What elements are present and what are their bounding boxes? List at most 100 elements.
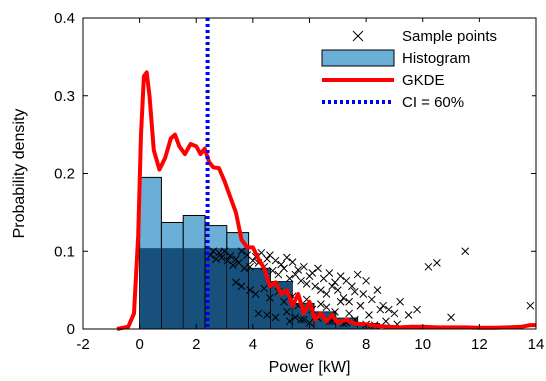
sample-point	[325, 269, 334, 277]
sample-point	[348, 282, 356, 291]
histogram-dense-fill	[249, 268, 270, 329]
legend-item-histogram: Histogram	[321, 49, 470, 67]
sample-point	[350, 287, 359, 296]
sample-point	[404, 311, 413, 319]
legend-x-mark	[352, 30, 364, 42]
legend-label-histogram: Histogram	[402, 50, 470, 67]
sample-point	[226, 252, 235, 260]
y-tick-label: 0.2	[54, 166, 75, 183]
sample-point	[526, 301, 535, 310]
sample-point	[384, 305, 393, 314]
y-tick-label: 0.3	[54, 88, 75, 105]
sample-point	[297, 276, 305, 285]
sample-point	[461, 247, 470, 256]
sample-point	[299, 262, 308, 271]
sample-point	[274, 270, 283, 279]
sample-point	[353, 270, 362, 279]
sample-point	[288, 258, 297, 266]
sample-point	[285, 317, 294, 326]
x-tick-label: 4	[249, 336, 257, 353]
sample-point	[215, 248, 223, 257]
sample-point	[322, 290, 331, 298]
sample-point	[237, 282, 246, 291]
sample-point	[316, 300, 325, 308]
sample-point	[282, 253, 291, 262]
sample-point	[316, 286, 325, 294]
sample-point	[280, 264, 288, 273]
sample-point	[382, 317, 390, 326]
x-tick-label: 10	[414, 336, 431, 353]
legend-item-ci: CI = 60%	[322, 94, 464, 111]
legend-x-marker-icon	[352, 30, 364, 42]
sample-point	[268, 266, 277, 275]
x-tick-label: 6	[305, 336, 313, 353]
sample-point	[308, 269, 317, 277]
sample-point	[291, 270, 300, 279]
legend: Sample points Histogram GKDE CI = 60%	[316, 22, 532, 118]
sample-point	[305, 318, 314, 327]
sample-point	[271, 313, 280, 322]
sample-point	[209, 247, 218, 256]
y-axis-label: Probability density	[11, 109, 28, 239]
x-tick-label: 8	[362, 336, 370, 353]
sample-point	[433, 259, 441, 267]
sample-point	[229, 261, 237, 270]
legend-item-sample-points: Sample points	[352, 28, 497, 45]
sample-point	[356, 301, 365, 310]
legend-histogram-swatch	[321, 49, 395, 67]
y-tick-label: 0.1	[54, 243, 75, 260]
legend-label-sample-points: Sample points	[402, 28, 497, 45]
sample-point	[373, 286, 382, 294]
sample-point	[413, 305, 421, 314]
sample-point	[237, 247, 246, 256]
x-tick-label: -2	[76, 336, 89, 353]
sample-point	[322, 303, 331, 312]
sample-point	[260, 284, 269, 293]
y-tick-label: 0.4	[54, 10, 75, 27]
sample-point	[285, 274, 294, 283]
sample-point	[336, 272, 345, 280]
x-axis-label: Power [kW]	[269, 359, 351, 376]
sample-point	[254, 309, 263, 318]
sample-point	[424, 262, 433, 271]
sample-point	[362, 276, 370, 285]
sample-point	[263, 255, 271, 263]
sample-point	[223, 256, 232, 265]
x-tick-label: 12	[471, 336, 488, 353]
x-tick-label: 14	[528, 336, 545, 353]
sample-point	[249, 256, 257, 265]
sample-point	[232, 255, 240, 263]
histogram-dense-fill	[205, 248, 227, 329]
sample-point	[379, 301, 387, 310]
sample-point	[345, 297, 353, 306]
sample-point	[257, 248, 266, 257]
y-axis-ticks: 0 0.1 0.2 0.3 0.4	[54, 10, 536, 338]
sample-point	[359, 290, 368, 298]
sample-point	[271, 256, 280, 265]
sample-point	[282, 308, 291, 316]
histogram-dense-fill	[183, 248, 205, 329]
sample-point	[251, 290, 260, 298]
sample-point	[345, 309, 353, 318]
sample-point	[367, 295, 376, 304]
sample-point	[263, 311, 271, 319]
sample-point	[212, 255, 220, 263]
sample-point	[280, 297, 288, 306]
x-tick-label: 0	[135, 336, 143, 353]
sample-point	[277, 260, 286, 269]
sample-point	[240, 264, 249, 273]
y-tick-label: 0	[67, 321, 75, 338]
sample-point	[302, 280, 311, 288]
histogram-dense-fill	[161, 248, 183, 329]
histogram-dense-fill	[140, 248, 161, 329]
x-tick-label: 2	[192, 336, 200, 353]
sample-point	[396, 297, 404, 306]
sample-point	[390, 309, 399, 318]
sample-point	[297, 315, 305, 324]
sample-point	[294, 266, 303, 274]
sample-point	[246, 262, 254, 271]
x-axis-ticks: -2 0 2 4 6 8 10 12 14	[76, 18, 544, 353]
legend-item-gkde: GKDE	[322, 72, 445, 89]
sample-point	[232, 278, 240, 287]
